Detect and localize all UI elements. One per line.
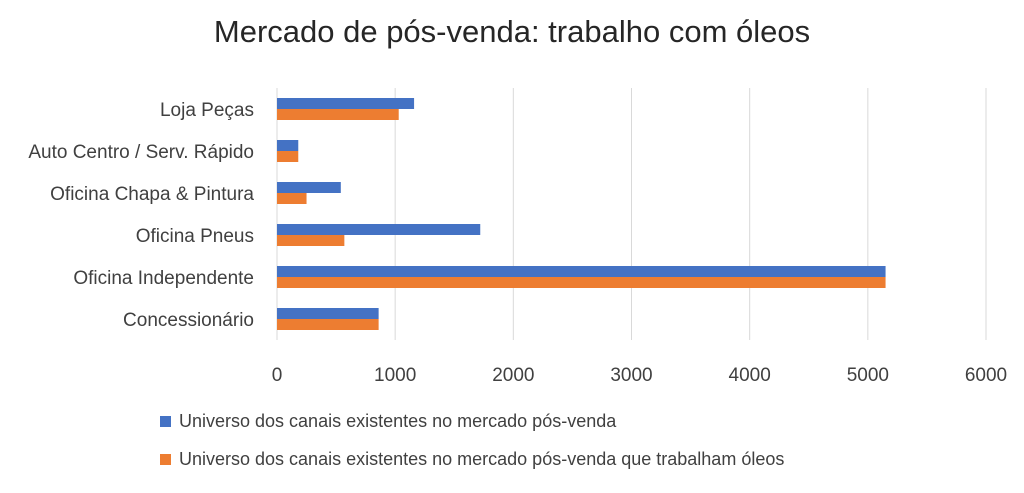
bar-series-1 bbox=[277, 98, 415, 109]
x-tick-label: 2000 bbox=[492, 365, 534, 386]
chart-title: Mercado de pós-venda: trabalho com óleos bbox=[213, 14, 811, 49]
bar-series-1 bbox=[277, 140, 299, 151]
bar-series-2 bbox=[277, 277, 886, 288]
bar-series-2 bbox=[277, 193, 307, 204]
category-label: Oficina Independente bbox=[73, 268, 254, 289]
legend-swatch-blue bbox=[160, 415, 171, 427]
legend: Universo dos canais existentes no mercad… bbox=[160, 410, 784, 486]
legend-item-series-2: Universo dos canais existentes no mercad… bbox=[160, 448, 784, 470]
category-label: Auto Centro / Serv. Rápido bbox=[28, 142, 254, 163]
legend-swatch-orange bbox=[160, 453, 171, 465]
category-label: Concessionário bbox=[123, 310, 254, 331]
gridlines bbox=[276, 88, 987, 340]
bar-series-2 bbox=[277, 235, 345, 246]
x-tick-label: 3000 bbox=[610, 365, 652, 386]
bar-series-2 bbox=[277, 109, 399, 120]
bar-series-1 bbox=[277, 182, 341, 193]
legend-label-series-1: Universo dos canais existentes no mercad… bbox=[179, 410, 617, 431]
category-label: Loja Peças bbox=[160, 100, 254, 121]
bar-series-1 bbox=[277, 266, 886, 277]
bar-series-2 bbox=[277, 151, 299, 162]
bars bbox=[277, 98, 886, 330]
x-tick-label: 0 bbox=[272, 365, 283, 386]
category-label: Oficina Pneus bbox=[136, 226, 254, 247]
bar-series-1 bbox=[277, 308, 379, 319]
x-tick-label: 5000 bbox=[847, 365, 889, 386]
x-tick-label: 6000 bbox=[965, 365, 1007, 386]
x-tick-label: 1000 bbox=[374, 365, 416, 386]
x-axis-tick-labels: 0 1000 2000 3000 4000 5000 6000 bbox=[272, 365, 1007, 386]
category-label: Oficina Chapa & Pintura bbox=[50, 184, 254, 205]
legend-item-series-1: Universo dos canais existentes no mercad… bbox=[160, 410, 784, 432]
bar-series-2 bbox=[277, 319, 379, 330]
legend-label-series-2: Universo dos canais existentes no mercad… bbox=[179, 448, 785, 469]
x-tick-label: 4000 bbox=[729, 365, 771, 386]
bar-series-1 bbox=[277, 224, 481, 235]
category-labels: Loja Peças Auto Centro / Serv. Rápido Ofic… bbox=[28, 100, 254, 331]
